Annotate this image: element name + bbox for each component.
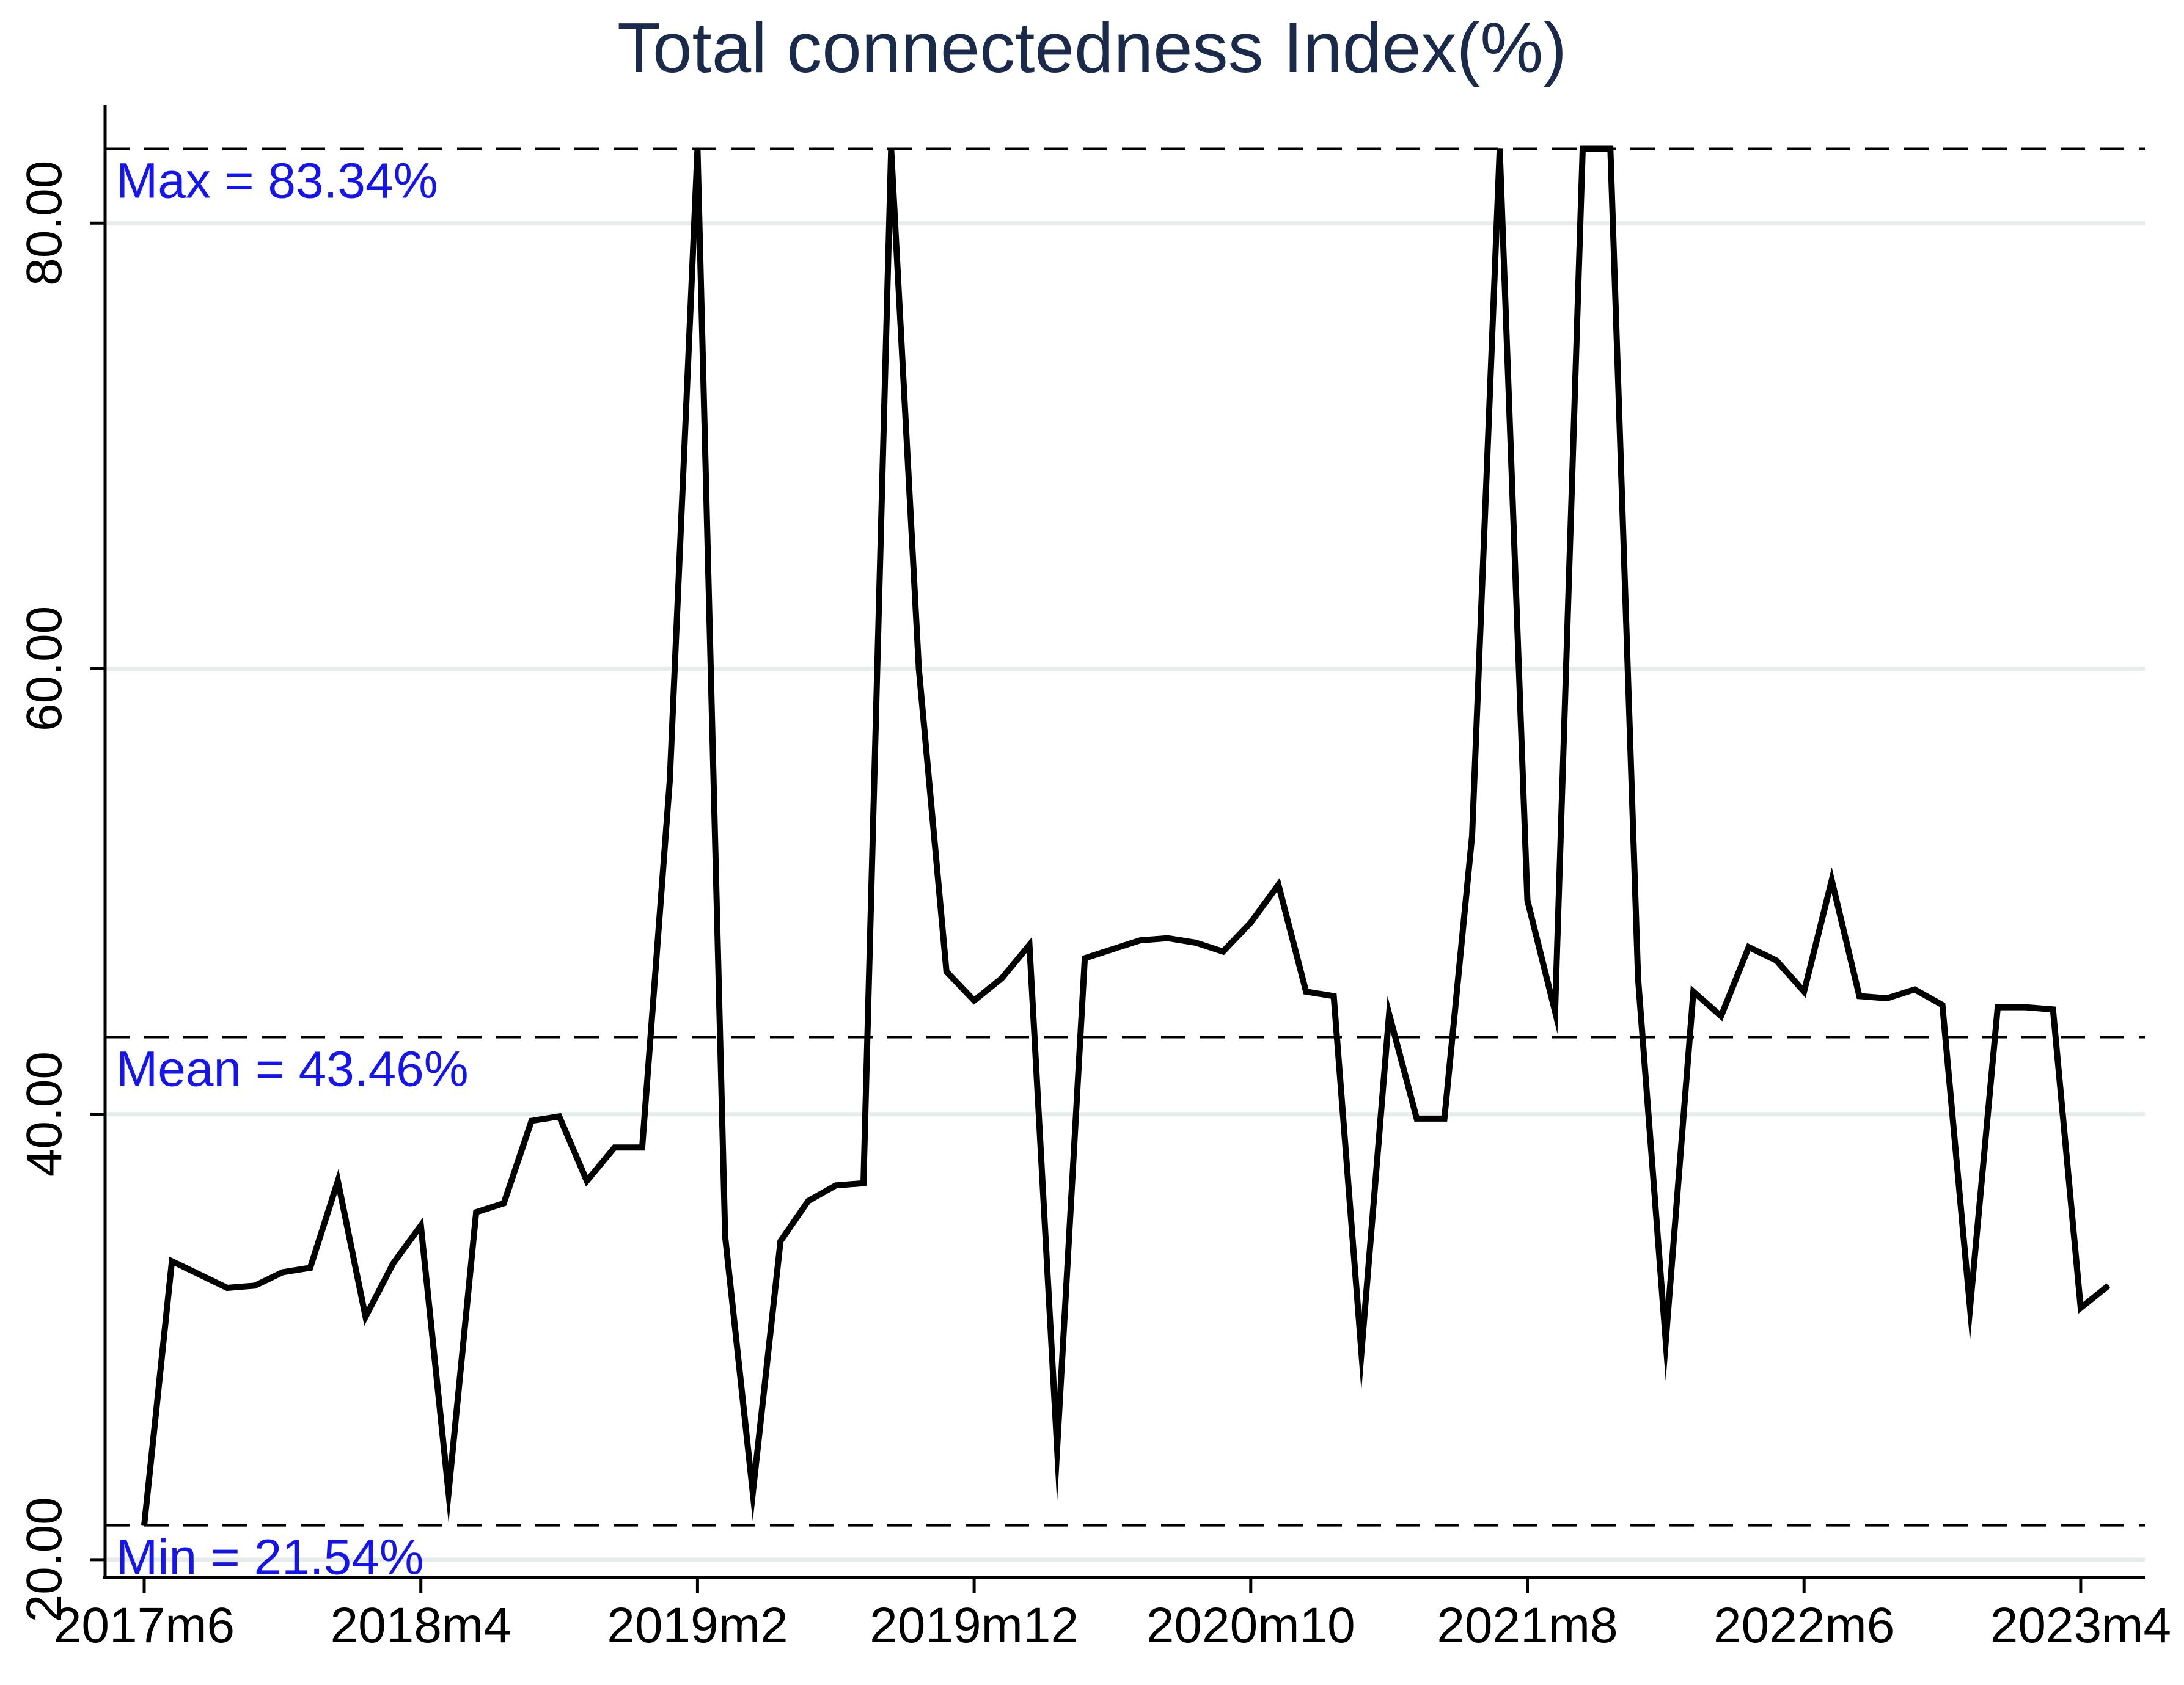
data-point [1084, 957, 1086, 959]
data-point [282, 1271, 284, 1273]
data-point [1969, 1307, 1971, 1309]
data-point [1831, 879, 1833, 881]
data-point [1693, 991, 1695, 993]
gridlines [105, 221, 2145, 1562]
data-point [559, 1116, 560, 1117]
data-point [973, 1000, 975, 1001]
data-point [475, 1212, 477, 1213]
x-tick-label: 2018m4 [331, 1598, 511, 1653]
x-tick-label: 2019m2 [607, 1598, 788, 1653]
y-tick-label: 40.00 [16, 1051, 72, 1177]
data-point [2108, 1285, 2109, 1287]
data-point [1001, 978, 1003, 979]
data-point [1333, 995, 1335, 997]
y-axis-ticks: 20.00 40.00 60.00 80.00 [16, 161, 105, 1622]
data-point [1637, 978, 1639, 979]
data-point [420, 1224, 422, 1226]
data-point [309, 1267, 311, 1269]
data-point [918, 668, 920, 670]
chart-title: Total connectedness Index(%) [617, 8, 1567, 87]
x-tick-label: 2020m10 [1146, 1598, 1355, 1653]
data-point [1250, 922, 1251, 924]
data-point [530, 1120, 532, 1122]
data-point [697, 148, 698, 150]
data-point [1997, 1006, 1999, 1008]
data-point [1195, 941, 1196, 943]
data-point [1582, 148, 1584, 150]
data-point [1554, 1011, 1556, 1012]
data-point [1167, 937, 1168, 939]
reference-label: Mean = 43.46% [116, 1041, 469, 1097]
data-point [945, 971, 947, 973]
data-point [503, 1202, 505, 1204]
data-point [2025, 1006, 2026, 1008]
data-point [171, 1260, 173, 1262]
data-point [1941, 1004, 1943, 1006]
data-point [890, 148, 892, 150]
data-point [752, 1492, 753, 1494]
data-point [1222, 951, 1224, 952]
data-point [144, 1524, 145, 1526]
data-point [669, 779, 671, 781]
data-point [807, 1200, 809, 1202]
reference-label: Max = 83.34% [116, 153, 438, 208]
data-point [1278, 884, 1280, 886]
axes [103, 105, 2145, 1579]
y-tick-label: 20.00 [16, 1497, 72, 1622]
data-point [1499, 148, 1501, 150]
data-point [337, 1180, 339, 1182]
data-point [863, 1182, 865, 1184]
y-tick-label: 60.00 [16, 606, 72, 731]
data-point [199, 1274, 200, 1276]
data-point [1610, 148, 1611, 150]
x-tick-label: 2022m6 [1713, 1598, 1894, 1653]
data-point [1471, 835, 1473, 836]
data-point [1305, 991, 1307, 993]
data-point [1112, 948, 1113, 950]
data-point [254, 1285, 256, 1287]
x-tick-label: 2017m6 [54, 1598, 235, 1653]
x-tick-label: 2019m12 [870, 1598, 1079, 1653]
reference-lines: Max = 83.34%Mean = 43.46%Min = 21.54% [105, 147, 2145, 1585]
data-point [614, 1147, 615, 1149]
data-point [1886, 998, 1888, 1000]
data-point [641, 1147, 643, 1149]
data-point [1748, 946, 1750, 948]
data-point [780, 1240, 782, 1242]
data-point [226, 1287, 228, 1289]
data-point [586, 1180, 588, 1182]
data-point [392, 1262, 394, 1264]
y-tick-label: 80.00 [16, 161, 72, 286]
data-point [1914, 989, 1916, 990]
data-point [2052, 1009, 2054, 1011]
data-point [2080, 1307, 2081, 1309]
data-point [365, 1316, 367, 1318]
x-axis-ticks: 2017m6 2018m4 2019m2 2019m12 2020m10 2021m8 20… [54, 1577, 2171, 1653]
series-group [141, 145, 2111, 1526]
data-point [447, 1492, 449, 1494]
data-point [1665, 1340, 1666, 1342]
series-line [141, 145, 2111, 1526]
data-point [724, 1236, 726, 1238]
x-tick-label: 2021m8 [1437, 1598, 1618, 1653]
data-point [1416, 1117, 1418, 1119]
data-point [1360, 1351, 1362, 1353]
data-point [1443, 1117, 1445, 1119]
data-point [1775, 960, 1777, 962]
data-point [1720, 1015, 1722, 1017]
data-point [835, 1185, 837, 1186]
data-point [1388, 1013, 1390, 1015]
data-point [1028, 944, 1030, 946]
data-point [1526, 899, 1528, 901]
x-tick-label: 2023m4 [1990, 1598, 2171, 1653]
data-point [1803, 991, 1805, 993]
data-point [1139, 940, 1141, 941]
data-point [1858, 995, 1860, 997]
data-point [1056, 1447, 1058, 1449]
